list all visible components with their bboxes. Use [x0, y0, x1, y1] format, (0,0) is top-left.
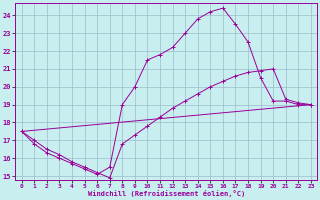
X-axis label: Windchill (Refroidissement éolien,°C): Windchill (Refroidissement éolien,°C)	[88, 190, 245, 197]
